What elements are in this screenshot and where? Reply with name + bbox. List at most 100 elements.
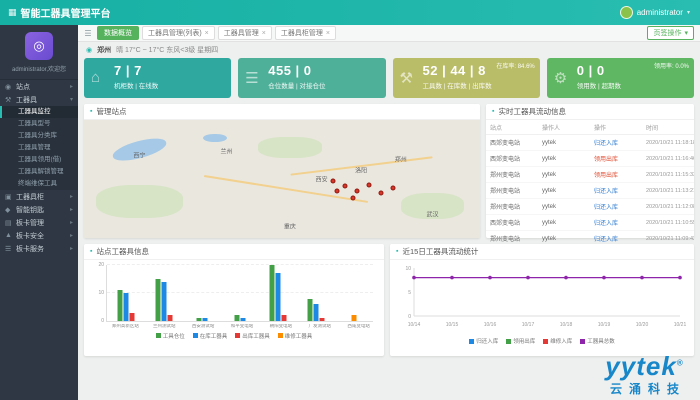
- tab-close-icon[interactable]: ×: [205, 30, 209, 37]
- tab-close-icon[interactable]: ×: [326, 30, 330, 37]
- table-row: 西郊变电站yytek领用出库2020/10/21 11:16:46: [486, 151, 694, 167]
- sidebar-item-工器具[interactable]: ⚒工器具▾: [0, 93, 78, 106]
- sidebar-item-工器具柜[interactable]: ▣工器具柜▸: [0, 190, 78, 203]
- x-axis-label: 10/21: [674, 322, 687, 328]
- tab-工器具柜管理[interactable]: 工器具柜管理×: [275, 26, 336, 40]
- legend-item-工器具总数[interactable]: 工器具总数: [580, 337, 615, 345]
- sidebar-subitem-工器具解锁管理[interactable]: 工器具解锁管理: [0, 166, 78, 178]
- flow-site: 西郊变电站: [486, 135, 538, 151]
- map-site-marker[interactable]: [335, 188, 340, 193]
- sidebar-item-板卡服务[interactable]: ☰板卡服务▸: [0, 242, 78, 255]
- chevron-down-icon: ▾: [70, 96, 73, 103]
- legend-item-维修入库[interactable]: 维修入库: [543, 337, 572, 345]
- map-site-marker[interactable]: [351, 195, 356, 200]
- legend-item-归还入库[interactable]: 归还入库: [469, 337, 498, 345]
- tab-工器具管理[interactable]: 工器具管理×: [218, 26, 272, 40]
- sidebar-subitem-终端维保工具[interactable]: 终端维保工具: [0, 178, 78, 190]
- legend-swatch: [580, 339, 585, 344]
- map-site-marker[interactable]: [355, 188, 360, 193]
- sidebar-subitem-工器具管理[interactable]: 工器具管理: [0, 142, 78, 154]
- bar-chart-x-labels: 郑州高新区站兰州测试站西安测试站和平变电站朝阳变电站广发测试站西咸变电站: [106, 324, 378, 329]
- data-point: [602, 276, 606, 280]
- sidebar-subitem-工器具领用(借)[interactable]: 工器具领用(借): [0, 154, 78, 166]
- legend-item-工具仓位[interactable]: 工具仓位: [156, 332, 185, 340]
- sidebar-item-板卡管理[interactable]: ▤板卡管理▸: [0, 216, 78, 229]
- data-point: [640, 276, 644, 280]
- legend-label: 维修工器具: [285, 332, 313, 340]
- weather-city: 郑州: [97, 45, 111, 55]
- data-point: [488, 276, 492, 280]
- location-icon: ◉: [5, 83, 14, 91]
- data-point: [412, 276, 416, 280]
- stat-card: ⌂7 | 7机柜数 | 在线数: [84, 58, 231, 98]
- flow-operator: yytek: [538, 151, 590, 167]
- line-chart-title-row: ▪ 近15日工器具流动统计: [390, 244, 694, 260]
- tab-工器具管理(列表)[interactable]: 工器具管理(列表)×: [142, 26, 215, 40]
- map-canvas[interactable]: 西宁兰州西安洛阳郑州武汉重庆: [84, 120, 480, 238]
- map-city-label: 郑州: [395, 154, 407, 163]
- registered-mark: ®: [677, 358, 684, 367]
- vendor-logo: yytek®: [603, 353, 686, 379]
- legend-swatch: [278, 333, 283, 338]
- sidebar-item-智能钥匙[interactable]: ◆智能钥匙▸: [0, 203, 78, 216]
- legend-item-出库工器具[interactable]: 出库工器具: [235, 332, 270, 340]
- tab-close-icon[interactable]: ×: [262, 30, 266, 37]
- x-axis-label: 10/14: [408, 322, 421, 328]
- stat-cards-row: ⌂7 | 7机柜数 | 在线数☰455 | 0仓位数量 | 对接仓位⚒52 | …: [84, 58, 694, 98]
- data-point: [564, 276, 568, 280]
- tools-icon: ⚒: [5, 96, 14, 104]
- x-axis-label: 10/18: [560, 322, 573, 328]
- flow-site: 西郊变电站: [486, 151, 538, 167]
- sidebar-item-站点[interactable]: ◉站点▸: [0, 80, 78, 93]
- stat-label: 仓位数量 | 对接仓位: [268, 80, 379, 90]
- sidebar-subitem-工器具分类库[interactable]: 工器具分类库: [0, 130, 78, 142]
- map-city-label: 西宁: [133, 151, 145, 160]
- sidebar-subitem-工器具监控[interactable]: 工器具监控: [0, 106, 78, 118]
- y-axis-tick: 0: [408, 314, 411, 320]
- flow-column-header: 操作: [590, 120, 642, 135]
- bar-group: [270, 265, 287, 321]
- map-site-marker[interactable]: [390, 186, 395, 191]
- tab-label: 工器具管理: [224, 28, 259, 38]
- x-axis-label: 10/16: [484, 322, 497, 328]
- chevron-right-icon: ▸: [70, 193, 73, 200]
- chevron-right-icon: ▸: [70, 206, 73, 213]
- map-site-marker[interactable]: [331, 179, 336, 184]
- user-menu[interactable]: administrator ▾: [620, 6, 690, 19]
- map-city-label: 武汉: [426, 210, 438, 219]
- line-chart-plot: 051010/1410/1510/1610/1710/1810/1910/201…: [396, 260, 688, 334]
- bar-出库工器具: [320, 318, 325, 321]
- user-avatar: [620, 6, 633, 19]
- sidebar-subitem-工器具型号[interactable]: 工器具型号: [0, 118, 78, 130]
- tab-active[interactable]: 数据概览: [97, 26, 139, 40]
- flow-title-text: 实时工器具流动信息: [498, 104, 566, 119]
- x-axis-label: 10/17: [522, 322, 535, 328]
- legend-label: 工具仓位: [163, 332, 185, 340]
- map-road: [204, 175, 369, 203]
- map-site-marker[interactable]: [343, 184, 348, 189]
- panel-bullet-icon: ▪: [90, 244, 92, 259]
- legend-label: 工器具总数: [587, 337, 615, 345]
- flow-action: 归还入库: [590, 135, 642, 151]
- bar-group: [197, 318, 208, 321]
- sidebar-item-板卡安全[interactable]: ▲板卡安全▸: [0, 229, 78, 242]
- tools-icon: ⚒: [400, 69, 413, 87]
- app-title: 智能工器具管理平台: [21, 5, 111, 20]
- legend-item-维修工器具[interactable]: 维修工器具: [278, 332, 313, 340]
- stat-card: ⚒52 | 44 | 8工具数 | 在库数 | 出库数在库率: 84.6%: [393, 58, 540, 98]
- stat-note: 在库率: 84.6%: [496, 61, 534, 70]
- legend-swatch: [193, 333, 198, 338]
- tab-bar: ☰ 数据概览 工器具管理(列表)×工器具管理×工器具柜管理× 页签操作 ▾: [78, 25, 700, 42]
- map-site-marker[interactable]: [379, 191, 384, 196]
- map-site-marker[interactable]: [367, 182, 372, 187]
- legend-item-领用出库[interactable]: 领用出库: [506, 337, 535, 345]
- stat-label: 领用数 | 超期数: [577, 80, 688, 90]
- tab-operations-button[interactable]: 页签操作 ▾: [647, 26, 694, 40]
- map-terrain: [258, 137, 321, 158]
- gridline: [107, 292, 373, 293]
- x-axis-label: 朝阳变电站: [261, 324, 300, 329]
- bar-group: [156, 279, 173, 321]
- legend-item-在库工器具[interactable]: 在库工器具: [193, 332, 228, 340]
- collapse-menu-icon[interactable]: ☰: [82, 29, 94, 38]
- bar-chart-plot: 01020: [106, 265, 373, 322]
